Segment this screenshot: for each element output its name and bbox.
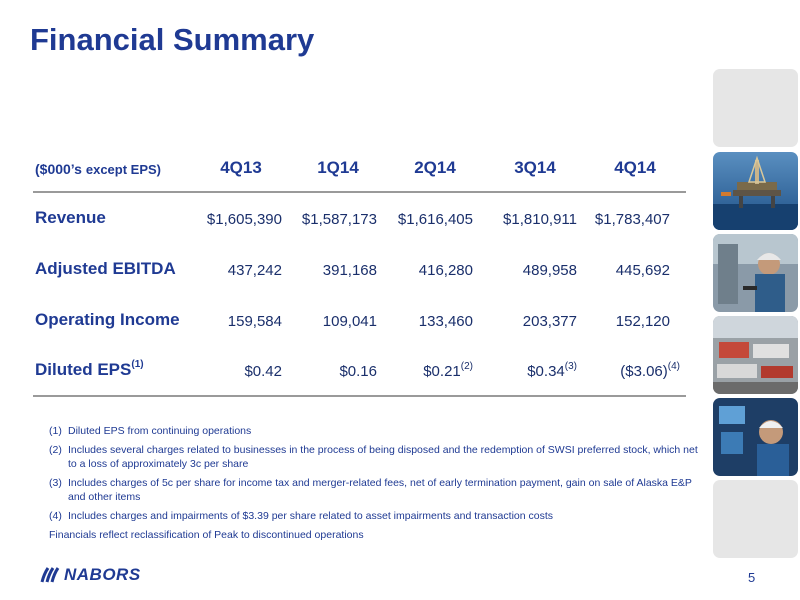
footnote: (3) Includes charges of 5c per share for …	[49, 477, 692, 503]
table-cell: $1,616,405	[397, 211, 473, 228]
footnote: (2) Includes several charges related to b…	[49, 444, 698, 470]
table-cell: 133,460	[418, 313, 473, 330]
page-title: Financial Summary	[30, 22, 315, 57]
column-header: 3Q14	[514, 158, 556, 177]
footnote: (1) Diluted EPS from continuing operation…	[49, 425, 252, 437]
rig-equipment-photo	[713, 316, 798, 394]
table-cell: $1,783,407	[594, 211, 670, 228]
logo-text: NABORS	[64, 565, 141, 584]
column-header: 1Q14	[317, 158, 359, 177]
table-cell: 445,692	[615, 262, 670, 279]
table-bottom-rule	[33, 395, 686, 397]
nabors-logo-icon	[40, 567, 60, 583]
footnotes: (1) Diluted EPS from continuing operation…	[49, 424, 699, 547]
table-cell: 109,041	[322, 313, 377, 330]
table-cell: $1,810,911	[503, 211, 577, 228]
table-cell: ($3.06)(4)	[620, 361, 680, 380]
table-cell: 416,280	[418, 262, 473, 279]
column-header: 4Q13	[220, 158, 262, 177]
nabors-logo: NABORS	[40, 565, 141, 585]
table-row: Adjusted EBITDA 437,242 391,168 416,280 …	[0, 259, 700, 283]
blank-tile	[713, 480, 798, 558]
column-header: 4Q14	[614, 158, 656, 177]
unit-label-main: ($000’s	[35, 161, 82, 177]
row-label: Revenue	[35, 208, 106, 227]
table-cell: $0.42	[244, 363, 282, 380]
column-header: 2Q14	[414, 158, 456, 177]
table-cell: 489,958	[522, 262, 577, 279]
table-row: Revenue $1,605,390 $1,587,173 $1,616,405…	[0, 208, 700, 232]
table-cell: 391,168	[322, 262, 377, 279]
footer-note: Financials reflect reclassification of P…	[49, 529, 364, 541]
table-cell: $0.21(2)	[423, 361, 473, 380]
row-label: Operating Income	[35, 310, 180, 329]
unit-label-sub: except EPS)	[85, 162, 162, 177]
row-label: Diluted EPS(1)	[35, 359, 144, 379]
page-number: 5	[748, 570, 756, 585]
table-cell: 203,377	[522, 313, 577, 330]
footnote: (4) Includes charges and impairments of $…	[49, 510, 554, 522]
blank-tile	[713, 69, 798, 147]
control-room-photo	[713, 398, 798, 476]
table-cell: 152,120	[615, 313, 670, 330]
table-row: Diluted EPS(1) $0.42 $0.16 $0.21(2) $0.3…	[0, 359, 700, 384]
table-cell: 437,242	[227, 262, 282, 279]
unit-label: ($000’s except EPS)	[35, 161, 161, 177]
table-cell: $0.16	[339, 363, 377, 380]
table-cell: $1,587,173	[301, 211, 377, 228]
table-header: ($000’s except EPS) 4Q13 1Q14 2Q14 3Q14 …	[0, 158, 700, 180]
table-top-rule	[33, 191, 686, 193]
table-cell: $1,605,390	[206, 211, 282, 228]
table-cell: 159,584	[227, 313, 282, 330]
table-row: Operating Income 159,584 109,041 133,460…	[0, 310, 700, 334]
worker-photo	[713, 234, 798, 312]
row-label: Adjusted EBITDA	[35, 259, 176, 278]
offshore-rig-photo	[713, 152, 798, 230]
table-cell: $0.34(3)	[527, 361, 577, 380]
